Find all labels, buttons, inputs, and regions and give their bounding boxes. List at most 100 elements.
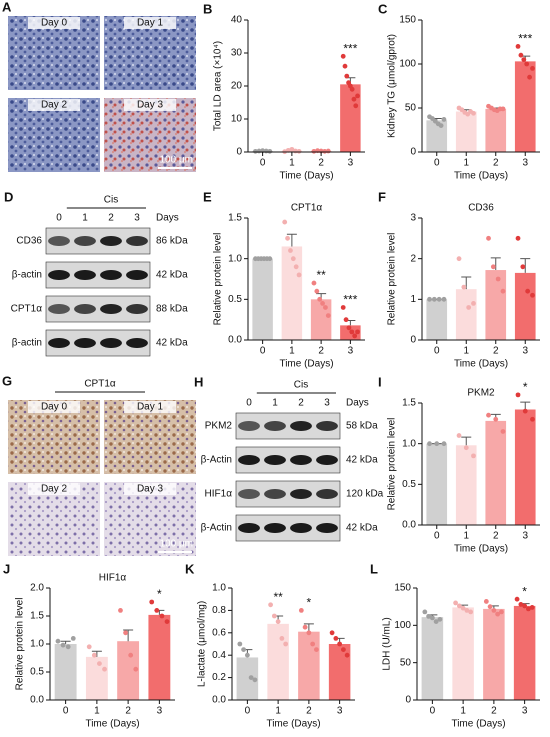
y-axis-label: Relative protein level [387,418,398,511]
x-axis-label: Time (Days) [454,544,508,555]
error-bar [91,650,102,657]
x-tick-label: 2 [493,158,499,169]
data-point [320,301,325,306]
data-point [102,666,107,672]
label-bg [28,99,80,111]
significance: * [307,596,312,610]
x-tick-label: 2 [318,158,324,169]
data-point [349,86,355,92]
y-axis-label: L-lactate (μmol/mg) [197,601,208,687]
data-point [91,652,97,658]
y-tick-label: 1.5 [402,398,416,409]
bar [252,258,273,340]
data-point [456,256,462,262]
data-point [461,284,467,290]
row-size: 88 kDa [156,304,188,315]
data-point [65,644,71,650]
data-point [500,288,506,294]
data-point [483,599,489,604]
y-tick-label: 1.0 [402,438,416,449]
data-point [346,325,352,331]
data-point [283,641,289,647]
y-tick-label: 50 [400,657,412,668]
y-tick-label: 1.5 [228,213,242,224]
bar [455,111,477,152]
data-point [314,647,319,652]
row-name: HIF1α [205,489,233,500]
data-point [237,641,243,647]
micrograph-title: CPT1α [84,379,116,390]
y-tick-label: 0.6 [212,627,226,638]
y-tick-label: 10 [231,114,243,125]
data-point [433,619,439,624]
data-point [427,296,432,302]
data-point [460,605,466,611]
data-point [471,110,476,116]
scale-bar-label: 100 μm [159,539,193,550]
panel-letter: A [2,0,12,14]
lane-unit: Days [346,398,369,409]
x-axis-label: Time (Days) [454,359,508,370]
data-point [514,596,520,602]
y-tick-label: 40 [231,15,243,26]
x-axis-label: Time (Days) [279,171,333,182]
panel-letter: K [185,561,195,576]
x-tick-label: 3 [348,158,354,169]
data-point [530,416,535,422]
data-point [486,412,491,418]
data-point [529,605,535,610]
data-point [279,636,285,641]
bar [514,409,536,525]
lane-label: 2 [108,213,114,224]
y-axis-label: LDH (U/mL) [382,617,393,670]
data-point [468,609,474,615]
blot-band [126,338,148,348]
day-label: Day 0 [41,402,68,413]
lane-label: 0 [246,398,252,409]
bar [455,445,477,525]
data-point [518,52,524,58]
significance: * [157,587,162,601]
data-point [329,630,335,636]
data-point [490,264,496,270]
x-tick-label: 2 [491,706,497,717]
data-point [340,647,346,652]
blot-band [238,489,260,499]
significance: *** [343,293,357,307]
y-tick-label: 0.0 [212,695,226,706]
blot-band [316,455,338,465]
significance: *** [343,41,357,55]
data-point [426,613,432,619]
day-label: Day 0 [41,18,68,29]
significance: ** [273,590,283,604]
x-tick-label: 0 [434,158,440,169]
bar [281,246,303,340]
chart-title: CPT1α [291,203,323,214]
data-point [293,264,299,270]
data-point [464,608,470,613]
bar [483,608,505,700]
data-point [456,433,462,438]
x-tick-label: 1 [289,158,295,169]
y-axis-label: Relative protein level [15,598,26,691]
y-tick-label: 1.5 [30,611,44,622]
data-point [495,276,501,282]
data-point [164,619,170,624]
bar [328,644,351,700]
blot-band [74,270,96,280]
data-point [86,644,92,650]
x-axis-label: Time (Days) [279,359,333,370]
data-point [530,292,535,298]
day-label: Day 1 [137,18,164,29]
bar [85,656,108,700]
blot-band [74,338,96,348]
y-tick-label: 0 [410,147,416,158]
data-point [500,106,506,112]
row-size: 86 kDa [156,236,188,247]
blot-band [48,338,70,348]
y-tick-label: 0 [236,147,242,158]
data-point [340,305,346,310]
y-tick-label: 2 [410,253,416,264]
significance: * [523,380,528,394]
